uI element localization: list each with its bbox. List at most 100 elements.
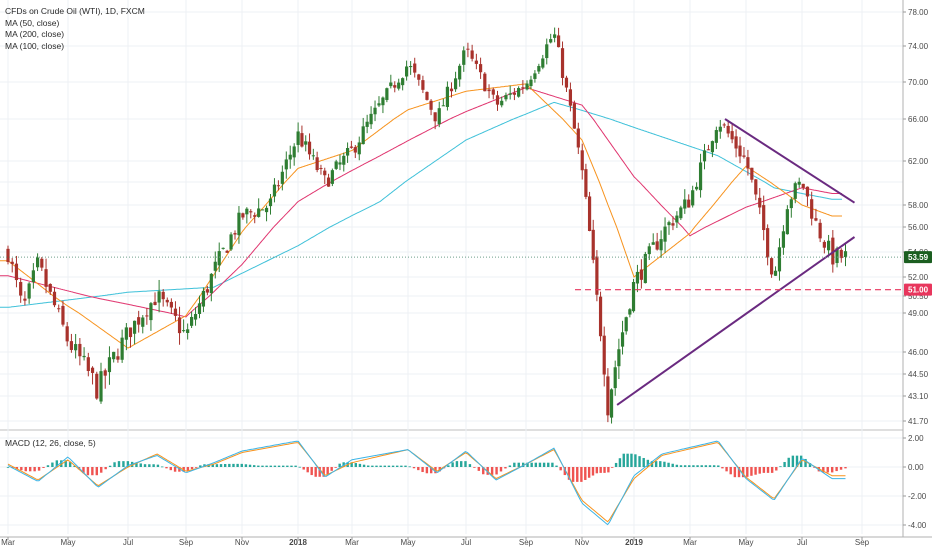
macd-histogram-bar	[152, 464, 155, 467]
candle-body	[429, 100, 433, 110]
macd-histogram-bar	[244, 464, 248, 467]
macd-histogram-bar	[412, 467, 416, 469]
candle-body	[647, 246, 651, 255]
macd-histogram-bar	[156, 464, 160, 467]
candle-body	[508, 93, 512, 95]
macd-histogram-bar	[286, 465, 289, 467]
candle-body	[441, 105, 445, 107]
candle-body	[818, 222, 822, 239]
macd-histogram-bar	[513, 462, 516, 467]
candle-body	[257, 208, 261, 217]
candle-body	[458, 65, 462, 80]
macd-histogram-bar	[587, 467, 591, 478]
macd-tick-label: 2.00	[908, 434, 924, 443]
candle-body	[738, 145, 742, 157]
time-tick-label: 2018	[289, 538, 307, 547]
candle-body	[671, 223, 675, 226]
candle-body	[631, 282, 636, 312]
time-tick-label: Mar	[345, 538, 359, 547]
candle-body	[512, 92, 517, 95]
macd-histogram-bar	[779, 466, 782, 468]
macd-histogram-bar	[326, 467, 329, 475]
candle-body	[814, 218, 818, 221]
signal-line	[7, 442, 846, 523]
macd-histogram-bar	[555, 465, 558, 467]
candle-body	[491, 89, 495, 95]
candle-body	[730, 131, 734, 140]
candle-body	[835, 248, 839, 264]
candle-body	[805, 186, 810, 197]
candle-body	[82, 355, 86, 358]
macd-histogram-bar	[113, 462, 116, 467]
time-tick-label: May	[738, 538, 753, 547]
candle-body	[229, 234, 233, 250]
macd-histogram-bar	[679, 465, 683, 467]
candle-body	[213, 261, 217, 271]
candle-body	[193, 314, 198, 320]
macd-histogram-bar	[762, 467, 766, 473]
macd-histogram-bar	[526, 462, 529, 467]
time-tick-label: Jul	[461, 538, 471, 547]
macd-histogram-bar	[252, 465, 256, 467]
candle-body	[268, 198, 273, 207]
time-tick-label: Nov	[575, 538, 589, 547]
macd-histogram-bar	[169, 467, 172, 471]
candle-body	[545, 44, 549, 59]
macd-histogram-bar	[290, 465, 293, 467]
candle-body	[14, 263, 19, 281]
macd-histogram-bar	[379, 465, 382, 467]
macd-histogram-bar	[580, 467, 583, 482]
macd-histogram-bar	[100, 467, 103, 473]
macd-histogram-bar	[396, 465, 399, 467]
macd-histogram-bar	[584, 467, 587, 480]
macd-histogram-bar	[607, 467, 610, 473]
ma200-legend: MA (200, close)	[5, 29, 65, 39]
candle-body	[687, 199, 691, 208]
time-tick-label: Sep	[855, 538, 870, 547]
candle-body	[810, 199, 814, 219]
candle-body	[177, 317, 182, 334]
macd-histogram-bar	[302, 467, 305, 470]
candle-body	[31, 270, 35, 283]
time-tick-label: May	[400, 538, 415, 547]
candle-body	[35, 257, 40, 268]
candle-body	[762, 205, 766, 231]
candle-body	[330, 170, 334, 184]
macd-histogram-bar	[298, 466, 301, 468]
candle-body	[433, 112, 437, 122]
macd-histogram-bar	[60, 460, 63, 467]
macd-histogram-bar	[55, 460, 59, 467]
candle-body	[401, 78, 405, 86]
candle-body	[186, 329, 190, 333]
candle-body	[568, 89, 573, 106]
ma50-line	[0, 83, 842, 349]
candle-body	[373, 107, 377, 115]
chart-legend: CFDs on Crude Oil (WTI), 1D, FXCM MA (50…	[5, 6, 145, 52]
candle-body	[466, 48, 470, 50]
macd-histogram-bar	[804, 458, 807, 467]
macd-histogram-bar	[375, 465, 378, 467]
candle-body	[620, 332, 625, 347]
candle-body	[253, 215, 257, 217]
macd-histogram-bar	[350, 462, 353, 467]
macd-histogram-bar	[758, 467, 761, 474]
macd-histogram-bar	[717, 465, 720, 467]
candle-body	[587, 196, 592, 231]
macd-tick-label: -4.00	[908, 521, 927, 530]
macd-histogram-bar	[37, 467, 41, 471]
candle-body	[421, 80, 425, 90]
last-price-badge-bg	[904, 251, 932, 264]
macd-line	[7, 440, 846, 526]
candle-body	[338, 162, 342, 165]
macd-histogram-bar	[15, 467, 19, 470]
candle-body	[353, 147, 357, 153]
candle-body	[617, 349, 621, 367]
candle-body	[161, 291, 165, 300]
macd-histogram-bar	[787, 457, 790, 467]
candle-body	[758, 197, 762, 208]
macd-histogram-bar	[591, 467, 595, 476]
candle-body	[182, 330, 186, 332]
time-tick-label: Nov	[235, 538, 249, 547]
price-tick-label: 50.50	[908, 292, 929, 301]
